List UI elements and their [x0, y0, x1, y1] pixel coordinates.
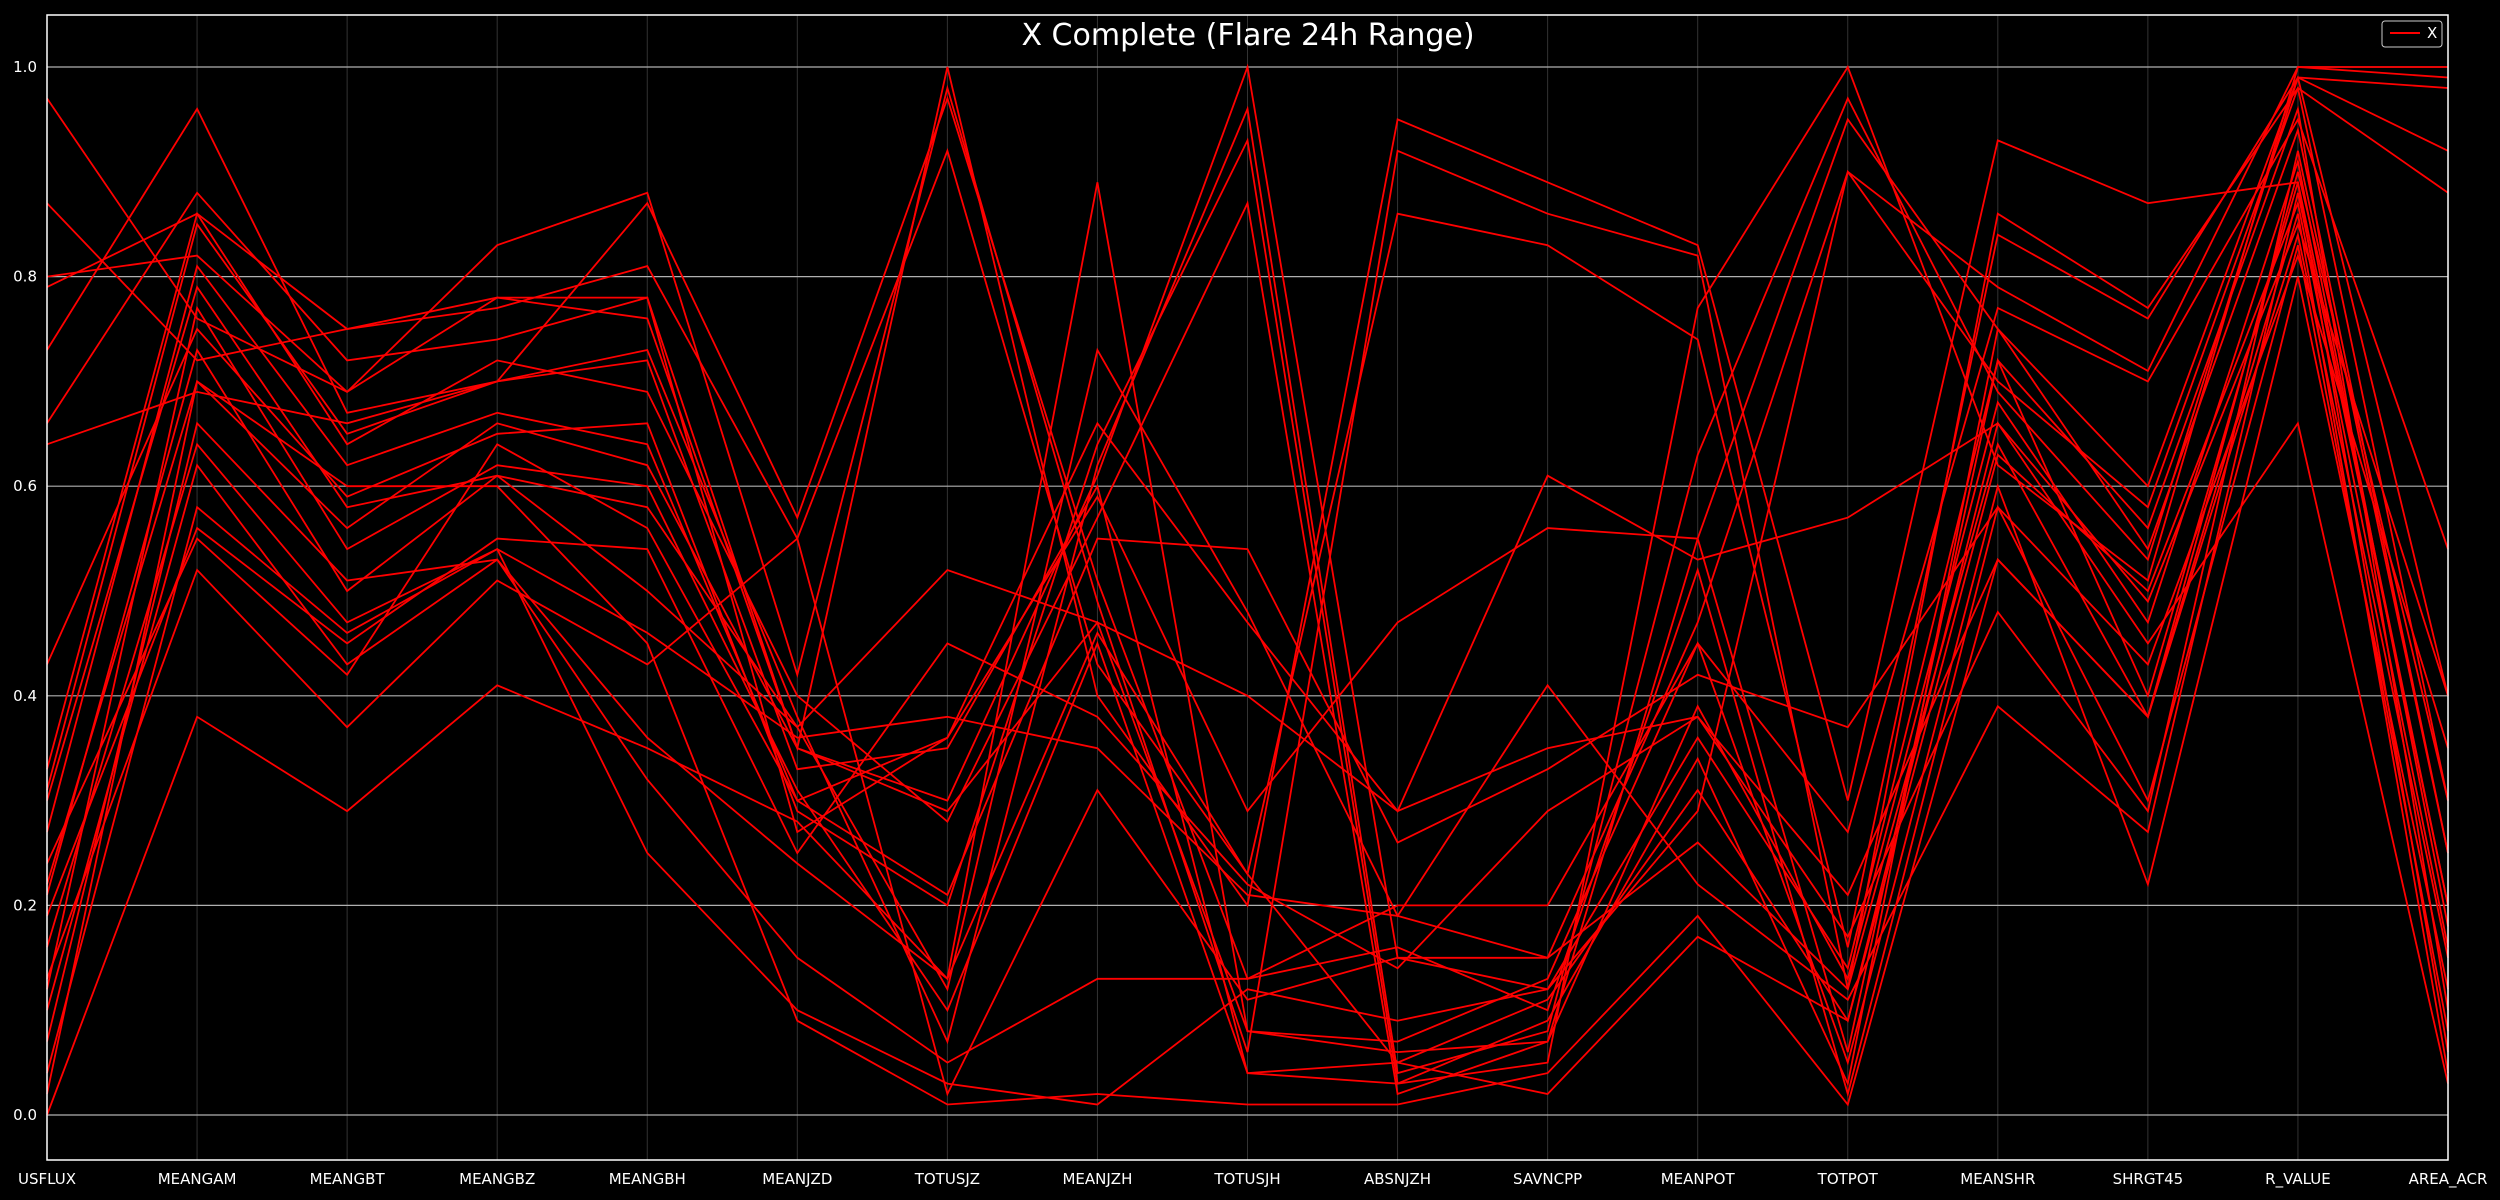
x-tick-label: MEANSHR — [1960, 1170, 2035, 1188]
y-tick-label: 0.0 — [13, 1106, 37, 1124]
y-tick-label: 0.2 — [13, 896, 37, 914]
x-tick-label: USFLUX — [18, 1170, 76, 1188]
x-tick-label: SAVNCPP — [1513, 1170, 1582, 1188]
chart-title: X Complete (Flare 24h Range) — [1021, 18, 1474, 53]
y-tick-label: 0.4 — [13, 687, 37, 705]
x-tick-label: MEANGAM — [158, 1170, 237, 1188]
x-tick-label: TOTUSJZ — [914, 1170, 980, 1188]
legend-entry-label: X — [2427, 24, 2437, 42]
x-tick-label: AREA_ACR — [2409, 1170, 2488, 1189]
y-tick-label: 0.6 — [13, 477, 37, 495]
x-tick-label: MEANGBZ — [459, 1170, 535, 1188]
x-tick-label: MEANGBT — [310, 1170, 386, 1188]
x-tick-label: MEANPOT — [1661, 1170, 1736, 1188]
legend: X — [2382, 21, 2442, 47]
x-tick-label: SHRGT45 — [2113, 1170, 2184, 1188]
x-tick-label: MEANJZH — [1062, 1170, 1132, 1188]
x-tick-label: MEANJZD — [762, 1170, 832, 1188]
x-tick-label: R_VALUE — [2265, 1170, 2331, 1189]
y-tick-label: 0.8 — [13, 268, 37, 286]
x-tick-label: TOTPOT — [1817, 1170, 1879, 1188]
x-tick-label: ABSNJZH — [1364, 1170, 1431, 1188]
x-tick-label: TOTUSJH — [1213, 1170, 1280, 1188]
y-tick-label: 1.0 — [13, 58, 37, 76]
x-tick-label: MEANGBH — [609, 1170, 686, 1188]
